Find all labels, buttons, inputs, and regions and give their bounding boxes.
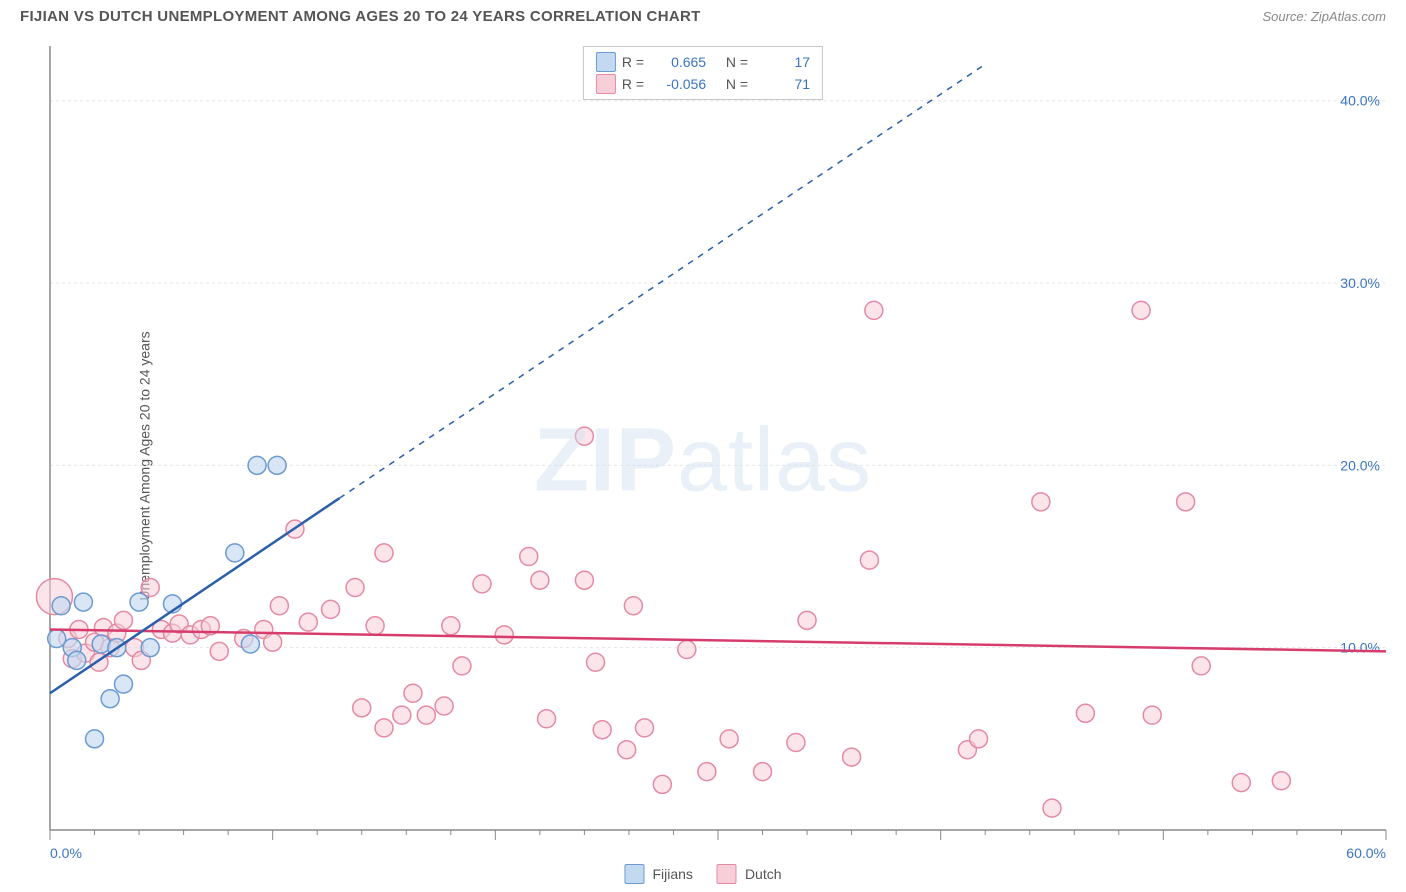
legend-row-dutch: R = -0.056 N = 71 [596, 73, 810, 95]
svg-text:20.0%: 20.0% [1340, 457, 1380, 473]
swatch-dutch-icon [717, 864, 737, 884]
swatch-fijians-icon [624, 864, 644, 884]
n-label-1: N = [726, 76, 748, 92]
legend-item-fijians: Fijians [624, 864, 692, 884]
svg-text:30.0%: 30.0% [1340, 275, 1380, 291]
svg-text:60.0%: 60.0% [1346, 845, 1386, 861]
svg-text:40.0%: 40.0% [1340, 93, 1380, 109]
legend-label-dutch: Dutch [745, 866, 782, 882]
correlation-legend: R = 0.665 N = 17 R = -0.056 N = 71 [583, 46, 823, 100]
swatch-dutch [596, 74, 616, 94]
r-value-1: -0.056 [650, 76, 706, 92]
n-value-1: 71 [754, 76, 810, 92]
r-label-1: R = [622, 76, 644, 92]
r-label-0: R = [622, 54, 644, 70]
n-value-0: 17 [754, 54, 810, 70]
correlation-scatter-chart: 10.0% 20.0% 30.0% 40.0% 0.0% 60.0% [0, 40, 1406, 892]
svg-text:0.0%: 0.0% [50, 845, 82, 861]
legend-item-dutch: Dutch [717, 864, 782, 884]
legend-row-fijians: R = 0.665 N = 17 [596, 51, 810, 73]
source-link[interactable]: ZipAtlas.com [1311, 9, 1386, 24]
series-legend: Fijians Dutch [624, 864, 781, 884]
source-prefix: Source: [1262, 9, 1310, 24]
swatch-fijians [596, 52, 616, 72]
chart-title: FIJIAN VS DUTCH UNEMPLOYMENT AMONG AGES … [20, 8, 701, 25]
svg-text:10.0%: 10.0% [1340, 640, 1380, 656]
r-value-0: 0.665 [650, 54, 706, 70]
source-credit: Source: ZipAtlas.com [1262, 9, 1386, 24]
n-label-0: N = [726, 54, 748, 70]
legend-label-fijians: Fijians [652, 866, 692, 882]
